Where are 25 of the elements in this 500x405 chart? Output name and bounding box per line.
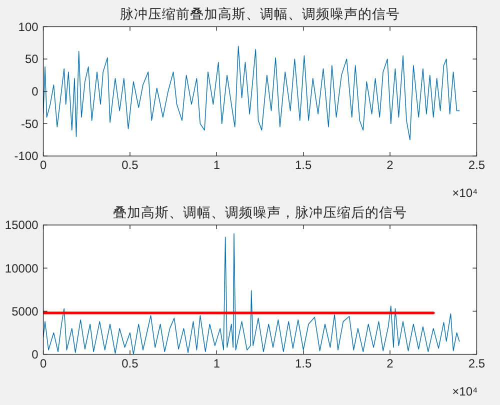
xtick: 0 (40, 356, 47, 370)
xtick: 0 (40, 158, 47, 172)
xtick: 0.5 (122, 158, 138, 172)
ytick: 10000 (4, 261, 38, 276)
ytick: 50 (24, 52, 38, 66)
xtick: 1.5 (295, 356, 312, 370)
xtick: 0.5 (122, 356, 138, 370)
annotation: ×10⁴ (452, 186, 478, 200)
ytick: -50 (20, 116, 38, 131)
ytick: 5000 (12, 304, 38, 318)
xtick: 2 (386, 158, 394, 172)
ytick: 0 (32, 348, 38, 362)
ytick: 15000 (4, 218, 38, 232)
xtick: 2 (386, 356, 394, 370)
title: 叠加高斯、调幅、调频噪声，脉冲压缩后的信号 (113, 205, 407, 220)
xtick: 2.5 (468, 158, 486, 172)
xtick: 1.5 (295, 158, 312, 172)
xtick: 2.5 (468, 356, 486, 370)
annotation: ×10⁴ (452, 384, 478, 398)
xtick: 1 (213, 356, 220, 370)
ytick: 0 (32, 84, 38, 99)
ytick: -100 (14, 149, 38, 164)
xtick: 1 (213, 158, 220, 172)
ytick: 100 (18, 20, 38, 34)
title: 脉冲压缩前叠加高斯、调幅、调频噪声的信号 (120, 6, 400, 22)
